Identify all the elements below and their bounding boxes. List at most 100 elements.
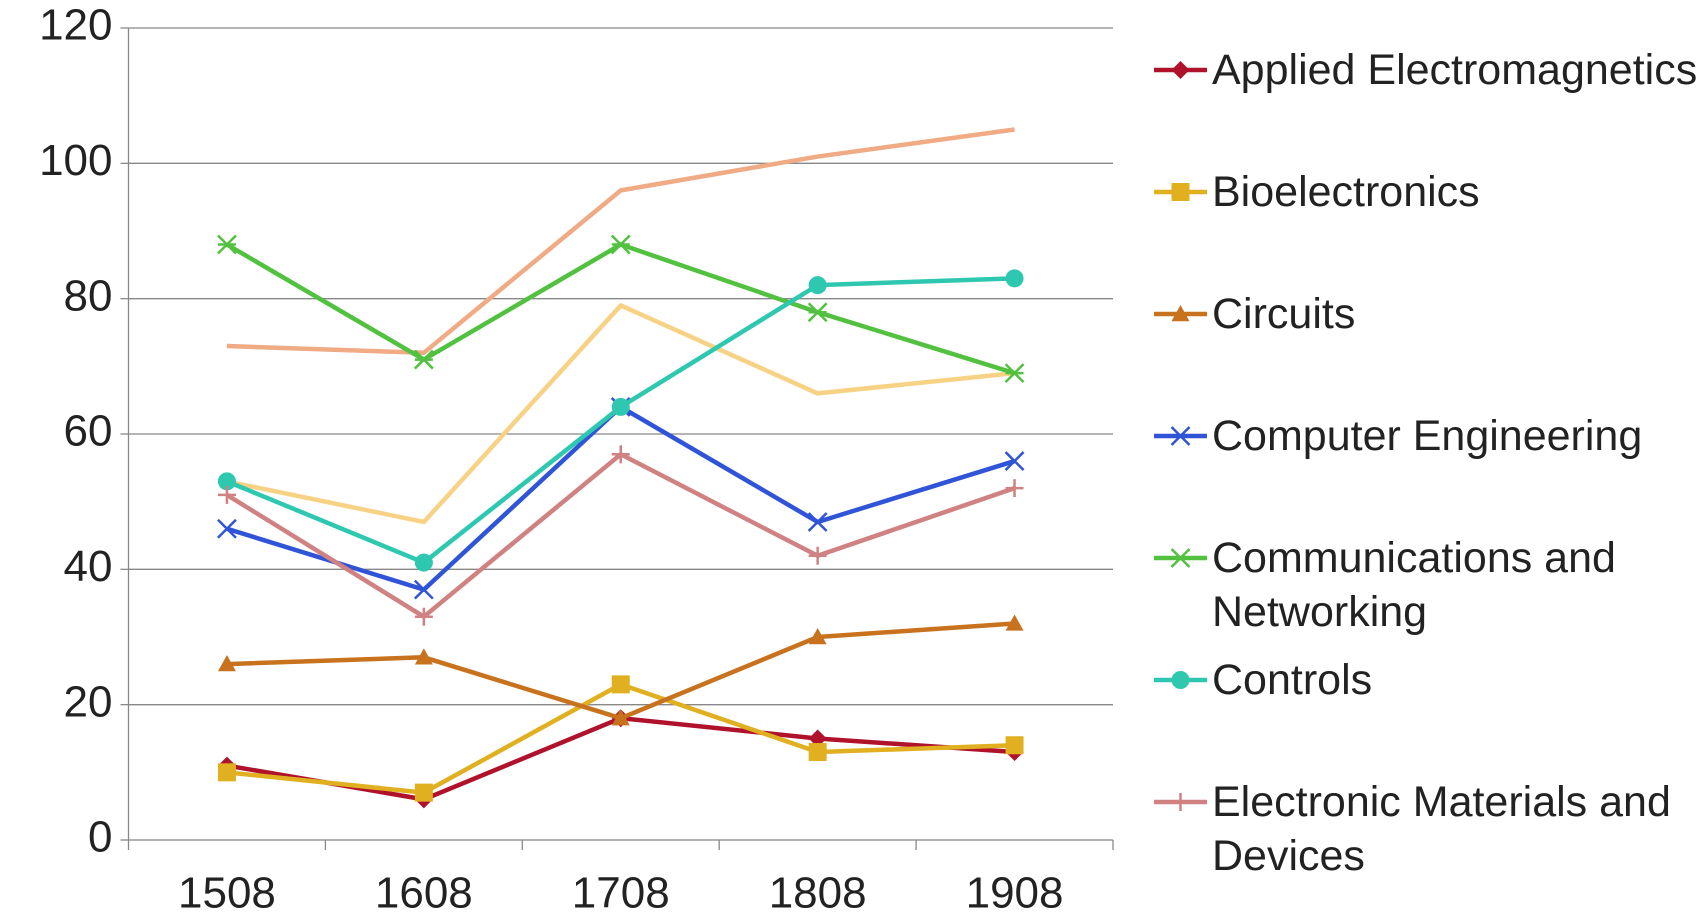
marker-shape <box>217 655 236 672</box>
marker <box>611 675 630 694</box>
marker <box>808 628 827 645</box>
marker <box>217 234 237 255</box>
y-tick-label: 60 <box>64 407 113 456</box>
y-tick-label: 100 <box>39 136 112 185</box>
y-tick-label: 0 <box>88 813 112 862</box>
marker <box>807 512 828 532</box>
marker-shape <box>217 234 237 255</box>
marker-shape <box>808 628 827 645</box>
legend-label: Controls <box>1212 656 1373 704</box>
series-line <box>226 276 1015 565</box>
marker-shape <box>414 553 433 572</box>
marker-shape <box>414 607 433 626</box>
marker-shape <box>808 743 827 762</box>
legend-label: Circuits <box>1212 290 1356 338</box>
marker <box>217 485 236 504</box>
marker <box>1004 363 1025 383</box>
y-tick-label: 80 <box>64 271 113 320</box>
marker <box>611 709 630 726</box>
marker-shape <box>1004 451 1025 471</box>
legend-label: Electronic Materials and Devices <box>1212 778 1671 880</box>
marker <box>413 349 434 370</box>
legend-label: Applied Electromagnetics <box>1212 46 1698 94</box>
marker-shape <box>611 709 630 726</box>
marker-shape <box>807 302 828 323</box>
marker <box>217 518 237 539</box>
series-line <box>226 303 1015 525</box>
x-tick-label: 1608 <box>375 869 473 917</box>
marker-shape <box>1171 671 1190 689</box>
marker <box>808 276 827 295</box>
legend-label: Computer Engineering <box>1212 412 1643 460</box>
marker <box>1170 548 1191 568</box>
marker-shape <box>808 546 827 565</box>
marker-shape <box>1005 736 1024 755</box>
y-tick-label: 120 <box>39 1 112 50</box>
marker <box>1005 479 1024 498</box>
marker <box>808 743 827 762</box>
series-line <box>226 682 1015 795</box>
marker <box>413 579 434 600</box>
marker <box>610 234 631 255</box>
marker-shape <box>217 472 236 491</box>
marker-shape <box>1170 548 1191 568</box>
marker-shape <box>1005 479 1024 498</box>
marker-shape <box>611 397 630 416</box>
marker <box>1171 61 1190 79</box>
marker <box>217 655 236 672</box>
marker <box>808 546 827 565</box>
x-tick-label: 1908 <box>966 869 1064 917</box>
marker-shape <box>1004 363 1025 383</box>
marker <box>217 472 236 491</box>
marker-shape <box>413 579 434 600</box>
marker <box>217 763 236 782</box>
marker-shape <box>1170 426 1191 446</box>
series-line <box>226 621 1015 721</box>
series-line <box>226 715 1015 802</box>
marker <box>807 302 828 323</box>
series-line <box>225 452 1016 619</box>
marker-shape <box>1005 614 1024 631</box>
marker-shape <box>1171 183 1190 201</box>
marker-shape <box>1171 793 1190 811</box>
marker-shape <box>217 485 236 504</box>
series-line <box>225 242 1016 376</box>
marker-shape <box>808 729 827 748</box>
marker-shape <box>610 234 631 255</box>
marker-shape <box>611 675 630 694</box>
marker-shape <box>217 763 236 782</box>
marker <box>414 783 433 802</box>
legend-label: Bioelectronics <box>1212 168 1480 216</box>
marker-shape <box>611 445 630 464</box>
marker-shape <box>1005 269 1024 288</box>
marker <box>1005 614 1024 631</box>
marker <box>1005 736 1024 755</box>
marker-shape <box>413 349 434 370</box>
marker-shape <box>414 783 433 802</box>
legend-label: Communications and Networking <box>1212 534 1616 636</box>
x-tick-label: 1508 <box>178 869 276 917</box>
marker-shape <box>217 518 237 539</box>
series-line <box>226 127 1015 356</box>
marker-shape <box>414 648 433 665</box>
y-tick-label: 20 <box>64 677 113 726</box>
marker <box>414 648 433 665</box>
marker-shape <box>1171 305 1190 322</box>
marker <box>414 553 433 572</box>
y-tick-label: 40 <box>64 542 113 591</box>
marker <box>1170 426 1191 446</box>
marker <box>1171 793 1190 811</box>
marker <box>611 397 630 416</box>
marker-shape <box>1171 61 1190 79</box>
marker <box>1171 671 1190 689</box>
marker <box>1171 183 1190 201</box>
marker <box>1005 269 1024 288</box>
marker <box>808 729 827 748</box>
x-tick-label: 1708 <box>572 869 670 917</box>
marker <box>1004 451 1025 471</box>
marker-shape <box>808 276 827 295</box>
marker <box>611 445 630 464</box>
marker-shape <box>807 512 828 532</box>
